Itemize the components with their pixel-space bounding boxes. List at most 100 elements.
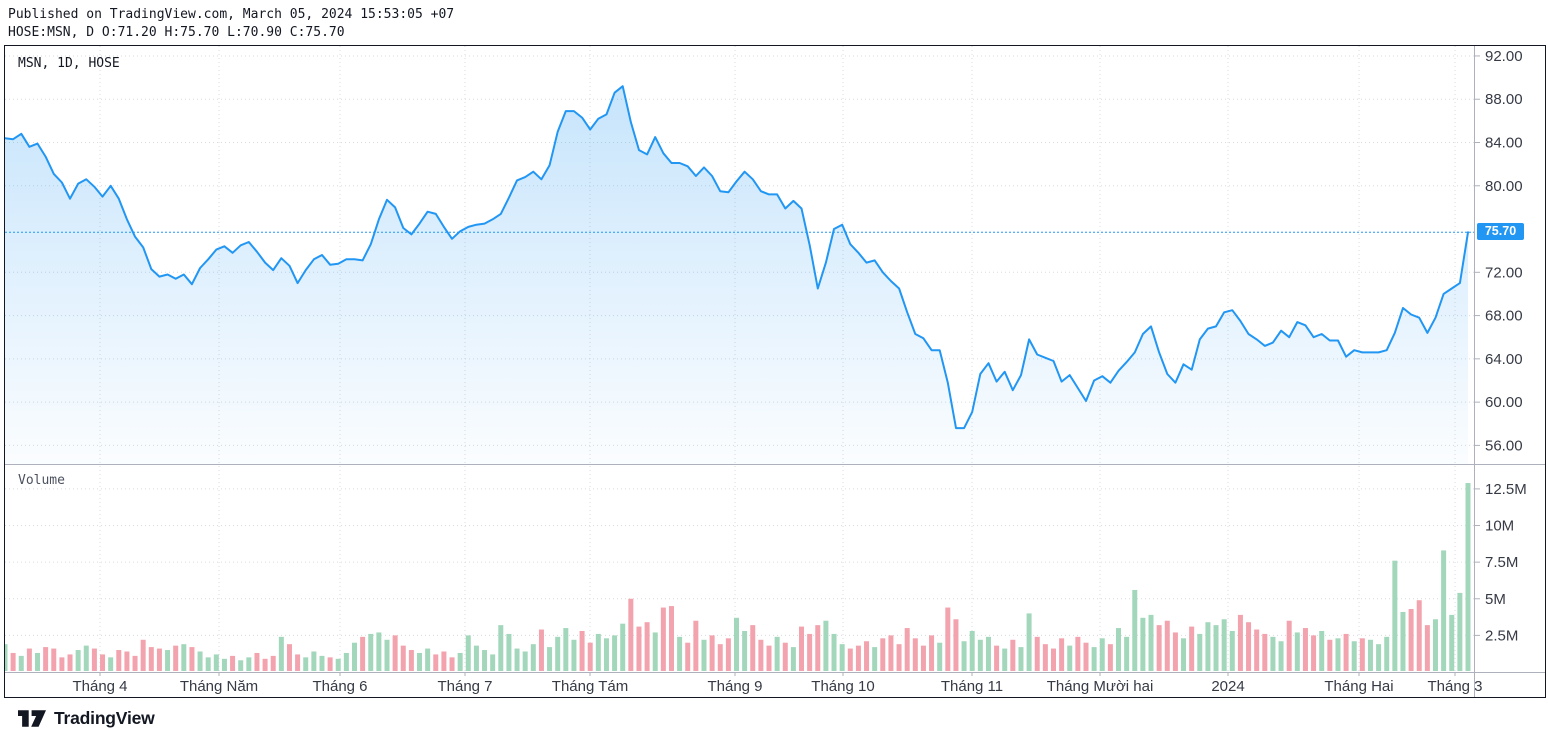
last-price-badge: 75.70 xyxy=(1477,223,1524,240)
volume-bar xyxy=(1457,592,1463,671)
volume-bar xyxy=(311,651,317,671)
volume-bar xyxy=(67,654,73,671)
volume-bar xyxy=(221,658,227,671)
volume-bar xyxy=(1376,644,1382,671)
volume-bar xyxy=(823,620,829,671)
volume-bar xyxy=(1449,614,1455,671)
volume-bar xyxy=(872,647,878,671)
volume-bar xyxy=(750,625,756,671)
volume-bar xyxy=(937,642,943,671)
volume-bar xyxy=(514,648,520,671)
volume-bar xyxy=(1156,625,1162,671)
volume-bar xyxy=(1140,617,1146,671)
volume-bar xyxy=(425,648,431,671)
volume-bar xyxy=(701,639,707,671)
price-axis-label: 64.00 xyxy=(1485,351,1523,368)
volume-bar xyxy=(1059,638,1065,671)
volume-bar xyxy=(839,644,845,671)
volume-bar xyxy=(920,645,926,671)
volume-bar xyxy=(286,644,292,671)
volume-bar xyxy=(441,651,447,671)
volume-axis-label: 2.5M xyxy=(1485,627,1518,644)
volume-bar xyxy=(652,632,658,671)
volume-bar xyxy=(725,638,731,671)
volume-bar xyxy=(295,654,301,671)
volume-bar xyxy=(473,645,479,671)
volume-bar xyxy=(815,625,821,671)
volume-bar xyxy=(303,657,309,671)
volume-bar xyxy=(124,651,130,671)
volume-bar xyxy=(1237,614,1243,671)
volume-axis-label: 7.5M xyxy=(1485,554,1518,571)
volume-bar xyxy=(547,647,553,671)
tradingview-brand[interactable]: TradingView xyxy=(54,707,155,728)
volume-bar xyxy=(1441,550,1447,671)
volume-bar xyxy=(156,648,162,671)
volume-bar xyxy=(969,630,975,671)
x-axis-label: Tháng Năm xyxy=(180,678,258,695)
volume-bar xyxy=(465,635,471,671)
volume-bar xyxy=(384,639,390,671)
volume-bar xyxy=(1181,638,1187,671)
x-axis-label: Tháng Mười hai xyxy=(1047,678,1154,695)
price-line xyxy=(5,85,1469,430)
volume-bar xyxy=(766,645,772,671)
x-axis-label: Tháng 4 xyxy=(72,678,127,695)
volume-bar xyxy=(855,645,861,671)
x-axis-label: Tháng 10 xyxy=(811,678,874,695)
tradingview-logo-icon[interactable] xyxy=(18,709,46,727)
volume-bar xyxy=(1116,628,1122,671)
x-axis-label: Tháng 11 xyxy=(941,678,1003,695)
volume-bar xyxy=(1294,632,1300,671)
volume-axis-label: 10M xyxy=(1485,518,1514,535)
volume-bar xyxy=(668,606,674,671)
volume-bar xyxy=(677,636,683,671)
volume-bar xyxy=(1416,600,1422,671)
volume-bar xyxy=(628,598,634,671)
volume-bar xyxy=(506,633,512,671)
volume-bar xyxy=(929,635,935,671)
volume-bar xyxy=(165,650,171,671)
price-axis-label: 84.00 xyxy=(1485,134,1523,151)
volume-bar xyxy=(612,635,618,671)
volume-bar xyxy=(205,657,211,671)
volume-bar xyxy=(132,655,138,671)
volume-bar xyxy=(994,645,1000,671)
price-area xyxy=(5,86,1468,464)
price-volume-chart: Tháng 4 Tháng Năm Tháng 6 Tháng 7 Tháng Tám T… xyxy=(5,46,1545,697)
volume-bar xyxy=(799,626,805,671)
volume-bar xyxy=(579,630,585,671)
chart-frame: Tháng 4 Tháng Năm Tháng 6 Tháng 7 Tháng Tám T… xyxy=(4,45,1546,698)
x-axis-label: Tháng Hai xyxy=(1324,678,1393,695)
volume-bar xyxy=(790,647,796,671)
x-axis-label: Tháng 9 xyxy=(707,678,762,695)
volume-bar xyxy=(1075,636,1081,671)
volume-bar xyxy=(5,644,8,671)
volume-bar xyxy=(1034,636,1040,671)
volume-bar xyxy=(758,639,764,671)
price-axis-label: 56.00 xyxy=(1485,437,1523,454)
volume-bar xyxy=(319,655,325,671)
price-axis-label: 60.00 xyxy=(1485,394,1523,411)
volume-bar xyxy=(660,607,666,671)
volume-bar xyxy=(1408,609,1414,671)
volume-bar xyxy=(774,636,780,671)
volume-bar xyxy=(59,657,65,671)
volume-bar xyxy=(108,657,114,671)
volume-axis-label: 12.5M xyxy=(1485,481,1527,498)
volume-bar xyxy=(116,650,122,671)
volume-bar xyxy=(238,660,244,671)
volume-bar xyxy=(490,654,496,671)
volume-bar xyxy=(847,648,853,671)
volume-bar xyxy=(433,654,439,671)
volume-bar xyxy=(1367,639,1373,671)
volume-bar xyxy=(1148,614,1154,671)
volume-bar xyxy=(1327,639,1333,671)
volume-bar xyxy=(1270,636,1276,671)
volume-bar xyxy=(831,633,837,671)
volume-bar xyxy=(368,633,374,671)
volume-bar xyxy=(449,657,455,671)
volume-bar xyxy=(742,630,748,671)
volume-bar xyxy=(782,642,788,671)
